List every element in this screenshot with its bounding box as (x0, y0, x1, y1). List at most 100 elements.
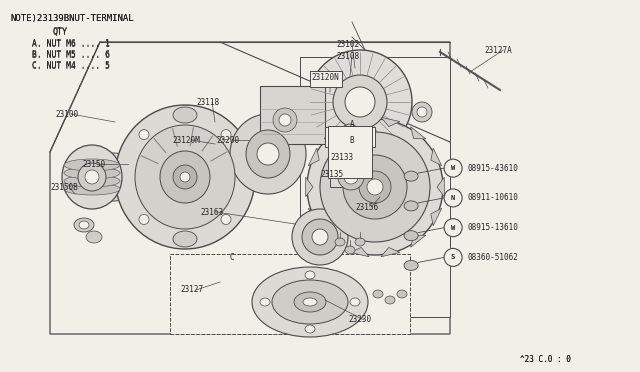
Text: C. NUT M4 .... 5: C. NUT M4 .... 5 (32, 61, 110, 70)
Polygon shape (431, 208, 442, 226)
Polygon shape (411, 235, 426, 247)
Ellipse shape (78, 163, 106, 191)
Ellipse shape (404, 171, 418, 181)
Ellipse shape (139, 129, 149, 140)
Text: 08915-43610: 08915-43610 (467, 164, 518, 173)
Polygon shape (411, 127, 426, 139)
Text: N: N (451, 195, 455, 201)
Ellipse shape (367, 179, 383, 195)
Ellipse shape (246, 130, 290, 178)
Ellipse shape (64, 167, 120, 179)
Ellipse shape (305, 271, 315, 279)
Ellipse shape (305, 325, 315, 333)
Ellipse shape (417, 107, 427, 117)
Bar (170, 254, 410, 334)
Polygon shape (308, 208, 319, 226)
Bar (260, 86, 325, 144)
Circle shape (444, 189, 462, 207)
Ellipse shape (74, 218, 94, 232)
Bar (330, 139, 372, 187)
Ellipse shape (221, 129, 231, 140)
Text: B. NUT M5 .... 6: B. NUT M5 .... 6 (32, 51, 110, 60)
Ellipse shape (173, 231, 197, 247)
Ellipse shape (350, 298, 360, 306)
Text: W: W (451, 165, 455, 171)
Ellipse shape (257, 143, 279, 165)
Polygon shape (381, 247, 400, 257)
Ellipse shape (308, 50, 412, 154)
Text: 08911-10610: 08911-10610 (467, 193, 518, 202)
Polygon shape (381, 117, 400, 126)
Text: 23133: 23133 (330, 153, 353, 161)
Ellipse shape (412, 102, 432, 122)
Ellipse shape (79, 221, 89, 229)
Polygon shape (306, 177, 313, 197)
Text: C: C (230, 253, 234, 262)
Ellipse shape (355, 238, 365, 246)
Ellipse shape (307, 119, 443, 255)
Ellipse shape (272, 280, 348, 324)
Text: QTY: QTY (52, 28, 67, 37)
Text: 23127A: 23127A (484, 45, 512, 55)
Polygon shape (350, 117, 369, 126)
Polygon shape (324, 235, 339, 247)
Bar (332, 145, 370, 167)
Ellipse shape (64, 175, 120, 187)
Ellipse shape (221, 214, 231, 224)
Ellipse shape (139, 214, 149, 224)
Text: 23120N: 23120N (311, 73, 339, 81)
Ellipse shape (302, 219, 338, 255)
Text: ^23 C.0 : 0: ^23 C.0 : 0 (520, 356, 571, 365)
Polygon shape (437, 177, 444, 197)
Text: 23100: 23100 (55, 109, 78, 119)
Ellipse shape (303, 298, 317, 306)
Text: B: B (349, 135, 355, 144)
Ellipse shape (312, 229, 328, 245)
Text: 23163: 23163 (200, 208, 223, 217)
Text: A. NUT M6 .... 1: A. NUT M6 .... 1 (32, 39, 110, 48)
Ellipse shape (333, 75, 387, 129)
Ellipse shape (92, 153, 136, 201)
Ellipse shape (344, 170, 358, 184)
Text: 23150: 23150 (82, 160, 105, 169)
Text: 23118: 23118 (196, 97, 219, 106)
Ellipse shape (115, 105, 255, 249)
Text: 23102: 23102 (336, 39, 359, 48)
Ellipse shape (346, 128, 354, 136)
Text: 23230: 23230 (348, 315, 371, 324)
Ellipse shape (345, 246, 355, 254)
Ellipse shape (404, 231, 418, 241)
Ellipse shape (62, 145, 122, 209)
Ellipse shape (397, 290, 407, 298)
Text: B. NUT M5 .... 6: B. NUT M5 .... 6 (32, 50, 110, 59)
Ellipse shape (342, 124, 358, 140)
Polygon shape (300, 57, 450, 317)
Ellipse shape (260, 298, 270, 306)
Ellipse shape (252, 267, 368, 337)
Bar (310, 71, 342, 87)
Ellipse shape (373, 290, 383, 298)
Circle shape (444, 159, 462, 177)
Ellipse shape (273, 108, 297, 132)
Ellipse shape (294, 292, 326, 312)
Text: 23150B: 23150B (50, 183, 77, 192)
Text: 23156: 23156 (355, 202, 378, 212)
Ellipse shape (173, 107, 197, 123)
Polygon shape (50, 42, 450, 334)
Ellipse shape (345, 87, 375, 117)
Ellipse shape (385, 296, 395, 304)
Ellipse shape (404, 260, 418, 270)
Ellipse shape (173, 165, 197, 189)
Ellipse shape (404, 201, 418, 211)
Polygon shape (431, 148, 442, 166)
Ellipse shape (279, 114, 291, 126)
Ellipse shape (338, 164, 364, 190)
Ellipse shape (64, 183, 120, 195)
Polygon shape (350, 247, 369, 257)
Ellipse shape (320, 132, 430, 242)
Circle shape (444, 248, 462, 266)
Ellipse shape (160, 151, 210, 203)
Text: 08360-51062: 08360-51062 (467, 253, 518, 262)
Text: QTY: QTY (52, 27, 67, 36)
Circle shape (444, 219, 462, 237)
